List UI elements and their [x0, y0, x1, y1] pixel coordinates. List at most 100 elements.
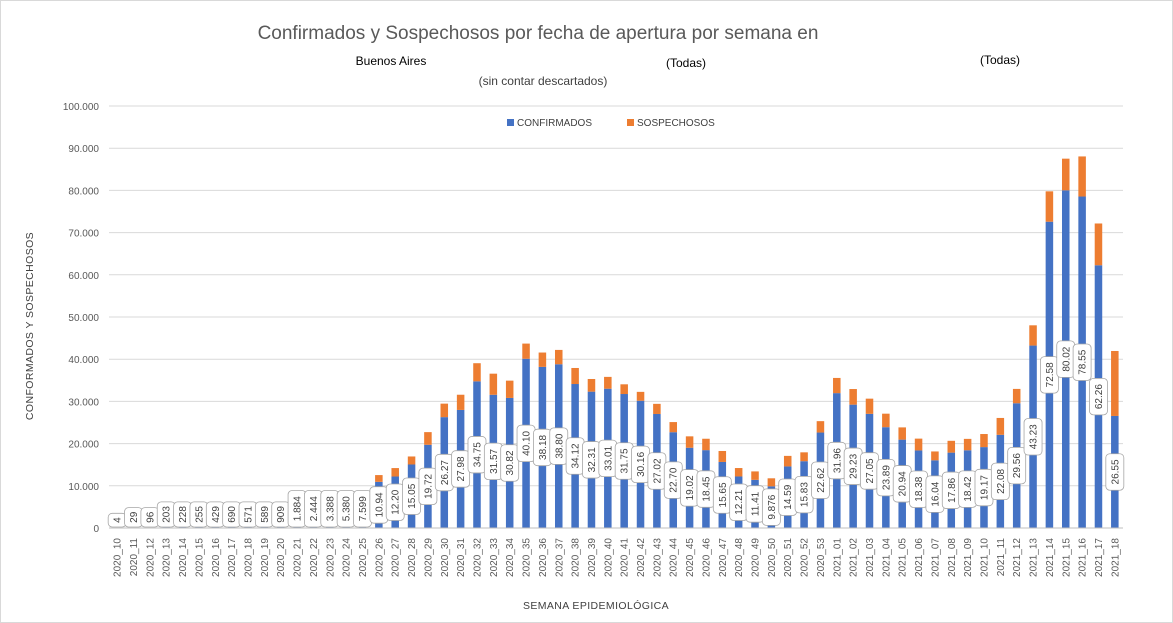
x-tick-label: 2021_14 — [1045, 538, 1056, 577]
data-label-text: 12.21 — [734, 489, 745, 514]
x-tick-label: 2020_38 — [571, 538, 582, 577]
data-label: 10.94 — [369, 486, 389, 524]
data-label-text: 26.27 — [440, 460, 451, 485]
x-tick-label: 2020_10 — [113, 538, 124, 577]
data-label-text: 19.72 — [423, 473, 434, 498]
data-label-text: 690 — [227, 506, 238, 523]
data-label-text: 96 — [145, 511, 156, 523]
data-label-text: 22.70 — [669, 467, 680, 492]
bar-sospechosos — [1061, 158, 1070, 191]
chart-title: Confirmados y Sospechosos por fecha de a… — [258, 23, 819, 44]
x-tick-label: 2021_02 — [849, 538, 860, 577]
data-label: 29.56 — [1007, 446, 1027, 485]
data-label-text: 12.20 — [391, 489, 402, 514]
data-label: 7.599 — [353, 490, 372, 528]
x-tick-label: 2020_15 — [194, 538, 205, 577]
data-label-text: 72.58 — [1045, 362, 1056, 387]
data-label: 72.58 — [1040, 356, 1059, 394]
data-label: 228 — [173, 501, 192, 528]
data-label: 27.02 — [647, 452, 667, 490]
x-tick-label: 2020_42 — [636, 538, 647, 577]
data-label-text: 31.57 — [489, 448, 500, 473]
data-label-text: 4 — [113, 517, 124, 523]
data-label: 18.38 — [909, 470, 928, 508]
data-label-text: 27.98 — [456, 456, 467, 481]
data-label-text: 11.41 — [751, 491, 762, 516]
bar-sospechosos — [604, 376, 612, 389]
gridlines — [109, 105, 1123, 487]
x-tick-label: 2020_16 — [211, 538, 222, 577]
data-label: 19.72 — [418, 467, 438, 506]
data-label: 31.96 — [827, 441, 847, 480]
legend-swatch-sospechosos — [627, 119, 634, 126]
x-tick-label: 2020_21 — [293, 538, 304, 577]
bar-sospechosos — [751, 471, 759, 480]
bar-sospechosos — [587, 378, 596, 392]
bar-sospechosos — [489, 373, 498, 395]
data-labels: 4 29 96 203 228 255 429 690 571 589 909 1.884 2.444 3… — [107, 340, 1125, 528]
bar-sospechosos — [816, 421, 825, 433]
data-label-text: 80.02 — [1061, 346, 1072, 371]
x-tick-label: 2020_33 — [489, 538, 500, 577]
data-label: 30.82 — [500, 444, 520, 482]
data-label-text: 34.75 — [472, 442, 483, 467]
x-tick-label: 2020_14 — [178, 538, 189, 577]
x-tick-label: 2021_09 — [963, 538, 974, 577]
bar-sospechosos — [898, 427, 906, 440]
data-label-text: 40.10 — [522, 430, 533, 455]
data-label: 38.18 — [533, 428, 552, 467]
bar-sospechosos — [996, 417, 1005, 435]
bar-sospechosos — [1094, 223, 1103, 266]
legend-label-sospechosos: SOSPECHOSOS — [637, 118, 715, 129]
data-label-text: 19.17 — [979, 475, 990, 500]
data-label: 62.26 — [1089, 377, 1108, 416]
y-tick-label: 70.000 — [68, 229, 99, 240]
x-tick-label: 2020_31 — [456, 538, 467, 577]
data-label-text: 34.12 — [571, 443, 582, 468]
data-label-text: 22.08 — [996, 468, 1007, 493]
data-label: 11.41 — [745, 485, 765, 523]
data-label: 203 — [156, 501, 176, 528]
data-label-text: 32.31 — [587, 447, 598, 472]
x-tick-label: 2021_07 — [930, 538, 941, 577]
y-tick-label: 30.000 — [68, 397, 99, 408]
data-label: 96 — [140, 507, 160, 528]
data-label-text: 1.884 — [293, 496, 304, 521]
bar-sospechosos — [505, 380, 514, 398]
x-tick-label: 2021_01 — [832, 538, 843, 577]
data-label-text: 26.55 — [1110, 459, 1121, 484]
data-label: 18.42 — [958, 470, 978, 508]
data-label: 571 — [238, 501, 258, 528]
x-tick-label: 2020_50 — [767, 538, 778, 577]
data-label-text: 29.23 — [849, 453, 860, 478]
x-tick-label: 2020_12 — [145, 538, 156, 577]
x-axis-title: SEMANA EPIDEMIOLÓGICA — [523, 599, 669, 612]
data-label: 43.23 — [1023, 418, 1043, 456]
y-tick-label: 40.000 — [68, 355, 99, 366]
x-tick-label: 2020_18 — [244, 538, 255, 577]
y-tick-label: 60.000 — [68, 271, 99, 282]
x-tick-label: 2020_23 — [325, 538, 336, 577]
bar-sospechosos — [783, 455, 792, 467]
x-tick-label: 2021_08 — [947, 538, 958, 577]
bar-sospechosos — [1111, 350, 1119, 416]
bar-sospechosos — [980, 434, 988, 448]
x-tick-label: 2021_15 — [1061, 538, 1072, 577]
data-label: 26.55 — [1105, 453, 1125, 491]
data-label-text: 7.599 — [358, 496, 369, 521]
data-label: 33.01 — [598, 439, 618, 477]
data-label-text: 5.380 — [342, 496, 353, 521]
y-tick-label: 100.000 — [63, 102, 100, 113]
data-label: 3.388 — [320, 490, 340, 528]
bar-sospechosos — [424, 432, 432, 445]
data-label: 255 — [189, 501, 209, 528]
data-label: 30.16 — [631, 445, 650, 484]
x-tick-label: 2020_26 — [374, 538, 385, 577]
bar-sospechosos — [849, 389, 857, 405]
data-label: 19.17 — [974, 468, 994, 507]
subtitle-note: (sin contar descartados) — [479, 74, 608, 88]
data-label-text: 78.55 — [1078, 349, 1089, 374]
x-tick-label: 2021_16 — [1078, 538, 1089, 577]
data-label: 26.27 — [434, 453, 454, 492]
